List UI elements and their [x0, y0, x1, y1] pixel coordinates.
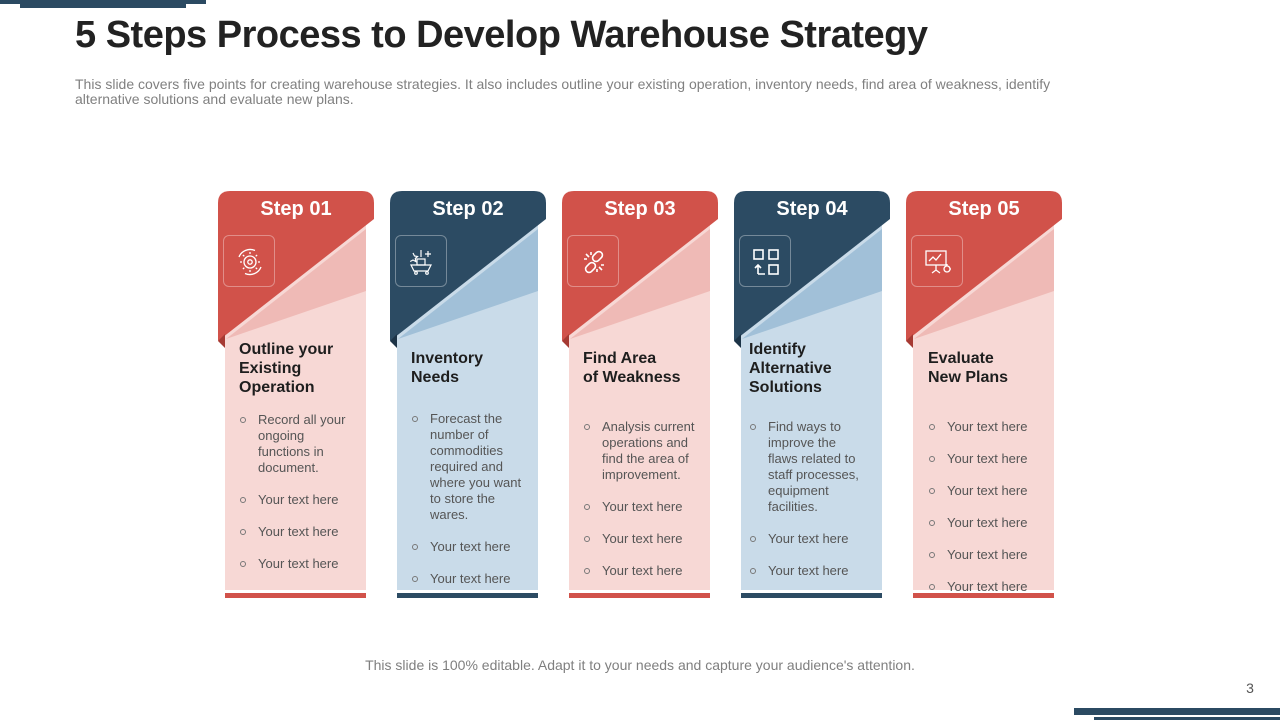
inventory-cart-icon — [409, 250, 432, 275]
step-card-5: Step 05 Evaluate New Plans Your text here… — [906, 191, 1062, 599]
alternative-blocks-icon — [753, 249, 779, 275]
broken-link-icon — [584, 250, 604, 274]
list-item: Your text here — [928, 419, 1046, 435]
list-item: Analysis current operations and find the… — [583, 419, 701, 483]
step-heading: Evaluate New Plans — [928, 350, 1009, 386]
step-bullets: Find ways to improve the flaws related t… — [749, 419, 867, 595]
page-title: 5 Steps Process to Develop Warehouse Str… — [75, 14, 928, 56]
step-card-4: Step 04 Identify Alternative Solutions Fin… — [734, 191, 890, 599]
step-card-2: Step 02 Inventory Needs Forecast the numb… — [390, 191, 546, 599]
step-heading: Inventory Needs — [411, 350, 484, 386]
step-header-shape — [906, 191, 1062, 348]
step-heading: Identify Alternative Solutions — [749, 341, 832, 396]
list-item: Your text here — [928, 547, 1046, 563]
list-item: Your text here — [749, 563, 867, 579]
list-item: Your text here — [583, 531, 701, 547]
step-header-shape — [734, 191, 890, 348]
page-subtitle: This slide covers five points for creati… — [75, 76, 1051, 107]
step-card-3: Step 03 Find Area of Weakness Analysis cu… — [562, 191, 718, 599]
list-item: Your text here — [928, 451, 1046, 467]
list-item: Your text here — [411, 539, 529, 555]
step-label: Step 01 — [260, 198, 332, 220]
step-bullets: Analysis current operations and find the… — [583, 419, 701, 595]
list-item: Your text here — [239, 492, 357, 508]
step-heading: Find Area of Weakness — [583, 350, 681, 386]
footnote: This slide is 100% editable. Adapt it to… — [365, 657, 915, 673]
step-header-shape — [562, 191, 718, 348]
gear-cycle-icon — [238, 248, 262, 276]
list-item: Record all your ongoing functions in doc… — [239, 412, 357, 476]
list-item: Your text here — [928, 515, 1046, 531]
top-decoration — [0, 0, 206, 8]
step-card-1: Step 01 Outline your Existing Operation Re… — [218, 191, 374, 599]
step-bullets: Your text here Your text here Your text … — [928, 419, 1046, 611]
step-header-shape — [218, 191, 374, 348]
list-item: Your text here — [411, 571, 529, 587]
list-item: Your text here — [928, 579, 1046, 595]
page-number: 3 — [1246, 680, 1254, 696]
step-bullets: Record all your ongoing functions in doc… — [239, 412, 357, 588]
step-header-shape — [390, 191, 546, 348]
bottom-decoration — [1074, 708, 1280, 720]
step-bullets: Forecast the number of commodities requi… — [411, 411, 529, 603]
list-item: Find ways to improve the flaws related t… — [749, 419, 867, 515]
step-label: Step 04 — [776, 198, 848, 220]
list-item: Your text here — [928, 483, 1046, 499]
list-item: Your text here — [583, 499, 701, 515]
step-label: Step 05 — [948, 198, 1020, 220]
step-label: Step 03 — [604, 198, 676, 220]
list-item: Your text here — [239, 556, 357, 572]
presentation-board-icon — [925, 250, 951, 274]
step-label: Step 02 — [432, 198, 504, 220]
list-item: Your text here — [583, 563, 701, 579]
step-heading: Outline your Existing Operation — [239, 341, 334, 396]
list-item: Forecast the number of commodities requi… — [411, 411, 529, 523]
list-item: Your text here — [749, 531, 867, 547]
list-item: Your text here — [239, 524, 357, 540]
